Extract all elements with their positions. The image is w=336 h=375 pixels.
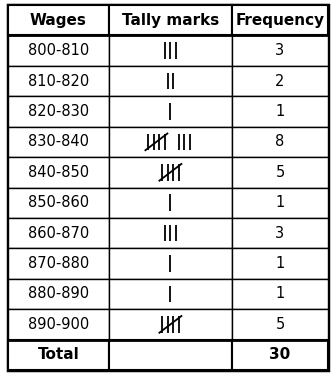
Text: 5: 5: [276, 317, 285, 332]
Bar: [8, 66, 109, 96]
Bar: [8, 157, 109, 188]
Bar: [232, 66, 328, 96]
Text: 3: 3: [276, 43, 285, 58]
Bar: [8, 35, 109, 66]
Text: 860-870: 860-870: [28, 226, 89, 241]
Text: 3: 3: [276, 226, 285, 241]
Bar: [232, 218, 328, 248]
Bar: [232, 157, 328, 188]
Bar: [109, 35, 232, 66]
Text: 850-860: 850-860: [28, 195, 89, 210]
Text: 810-820: 810-820: [28, 74, 89, 88]
Bar: [109, 157, 232, 188]
Bar: [8, 127, 109, 157]
Bar: [232, 127, 328, 157]
Bar: [8, 340, 109, 370]
Text: Wages: Wages: [30, 13, 87, 28]
Text: 840-850: 840-850: [28, 165, 89, 180]
Bar: [232, 96, 328, 127]
Bar: [109, 66, 232, 96]
Text: 1: 1: [276, 256, 285, 271]
Bar: [109, 309, 232, 340]
Bar: [232, 5, 328, 35]
Text: 880-890: 880-890: [28, 286, 89, 302]
Bar: [232, 309, 328, 340]
Text: 30: 30: [269, 347, 291, 362]
Bar: [109, 96, 232, 127]
Bar: [109, 248, 232, 279]
Text: 1: 1: [276, 195, 285, 210]
Text: 890-900: 890-900: [28, 317, 89, 332]
Bar: [8, 5, 109, 35]
Text: 830-840: 830-840: [28, 134, 89, 149]
Text: 8: 8: [276, 134, 285, 149]
Bar: [8, 248, 109, 279]
Bar: [109, 279, 232, 309]
Text: 870-880: 870-880: [28, 256, 89, 271]
Text: 1: 1: [276, 104, 285, 119]
Text: 5: 5: [276, 165, 285, 180]
Bar: [8, 309, 109, 340]
Bar: [109, 218, 232, 248]
Text: Tally marks: Tally marks: [122, 13, 219, 28]
Text: 820-830: 820-830: [28, 104, 89, 119]
Bar: [8, 188, 109, 218]
Bar: [232, 340, 328, 370]
Bar: [109, 127, 232, 157]
Bar: [232, 35, 328, 66]
Bar: [8, 96, 109, 127]
Bar: [8, 218, 109, 248]
Text: 2: 2: [275, 74, 285, 88]
Bar: [232, 248, 328, 279]
Text: 800-810: 800-810: [28, 43, 89, 58]
Bar: [109, 5, 232, 35]
Text: Total: Total: [38, 347, 79, 362]
Text: Frequency: Frequency: [236, 13, 325, 28]
Bar: [109, 188, 232, 218]
Bar: [109, 340, 232, 370]
Bar: [8, 279, 109, 309]
Text: 1: 1: [276, 286, 285, 302]
Bar: [232, 188, 328, 218]
Bar: [232, 279, 328, 309]
